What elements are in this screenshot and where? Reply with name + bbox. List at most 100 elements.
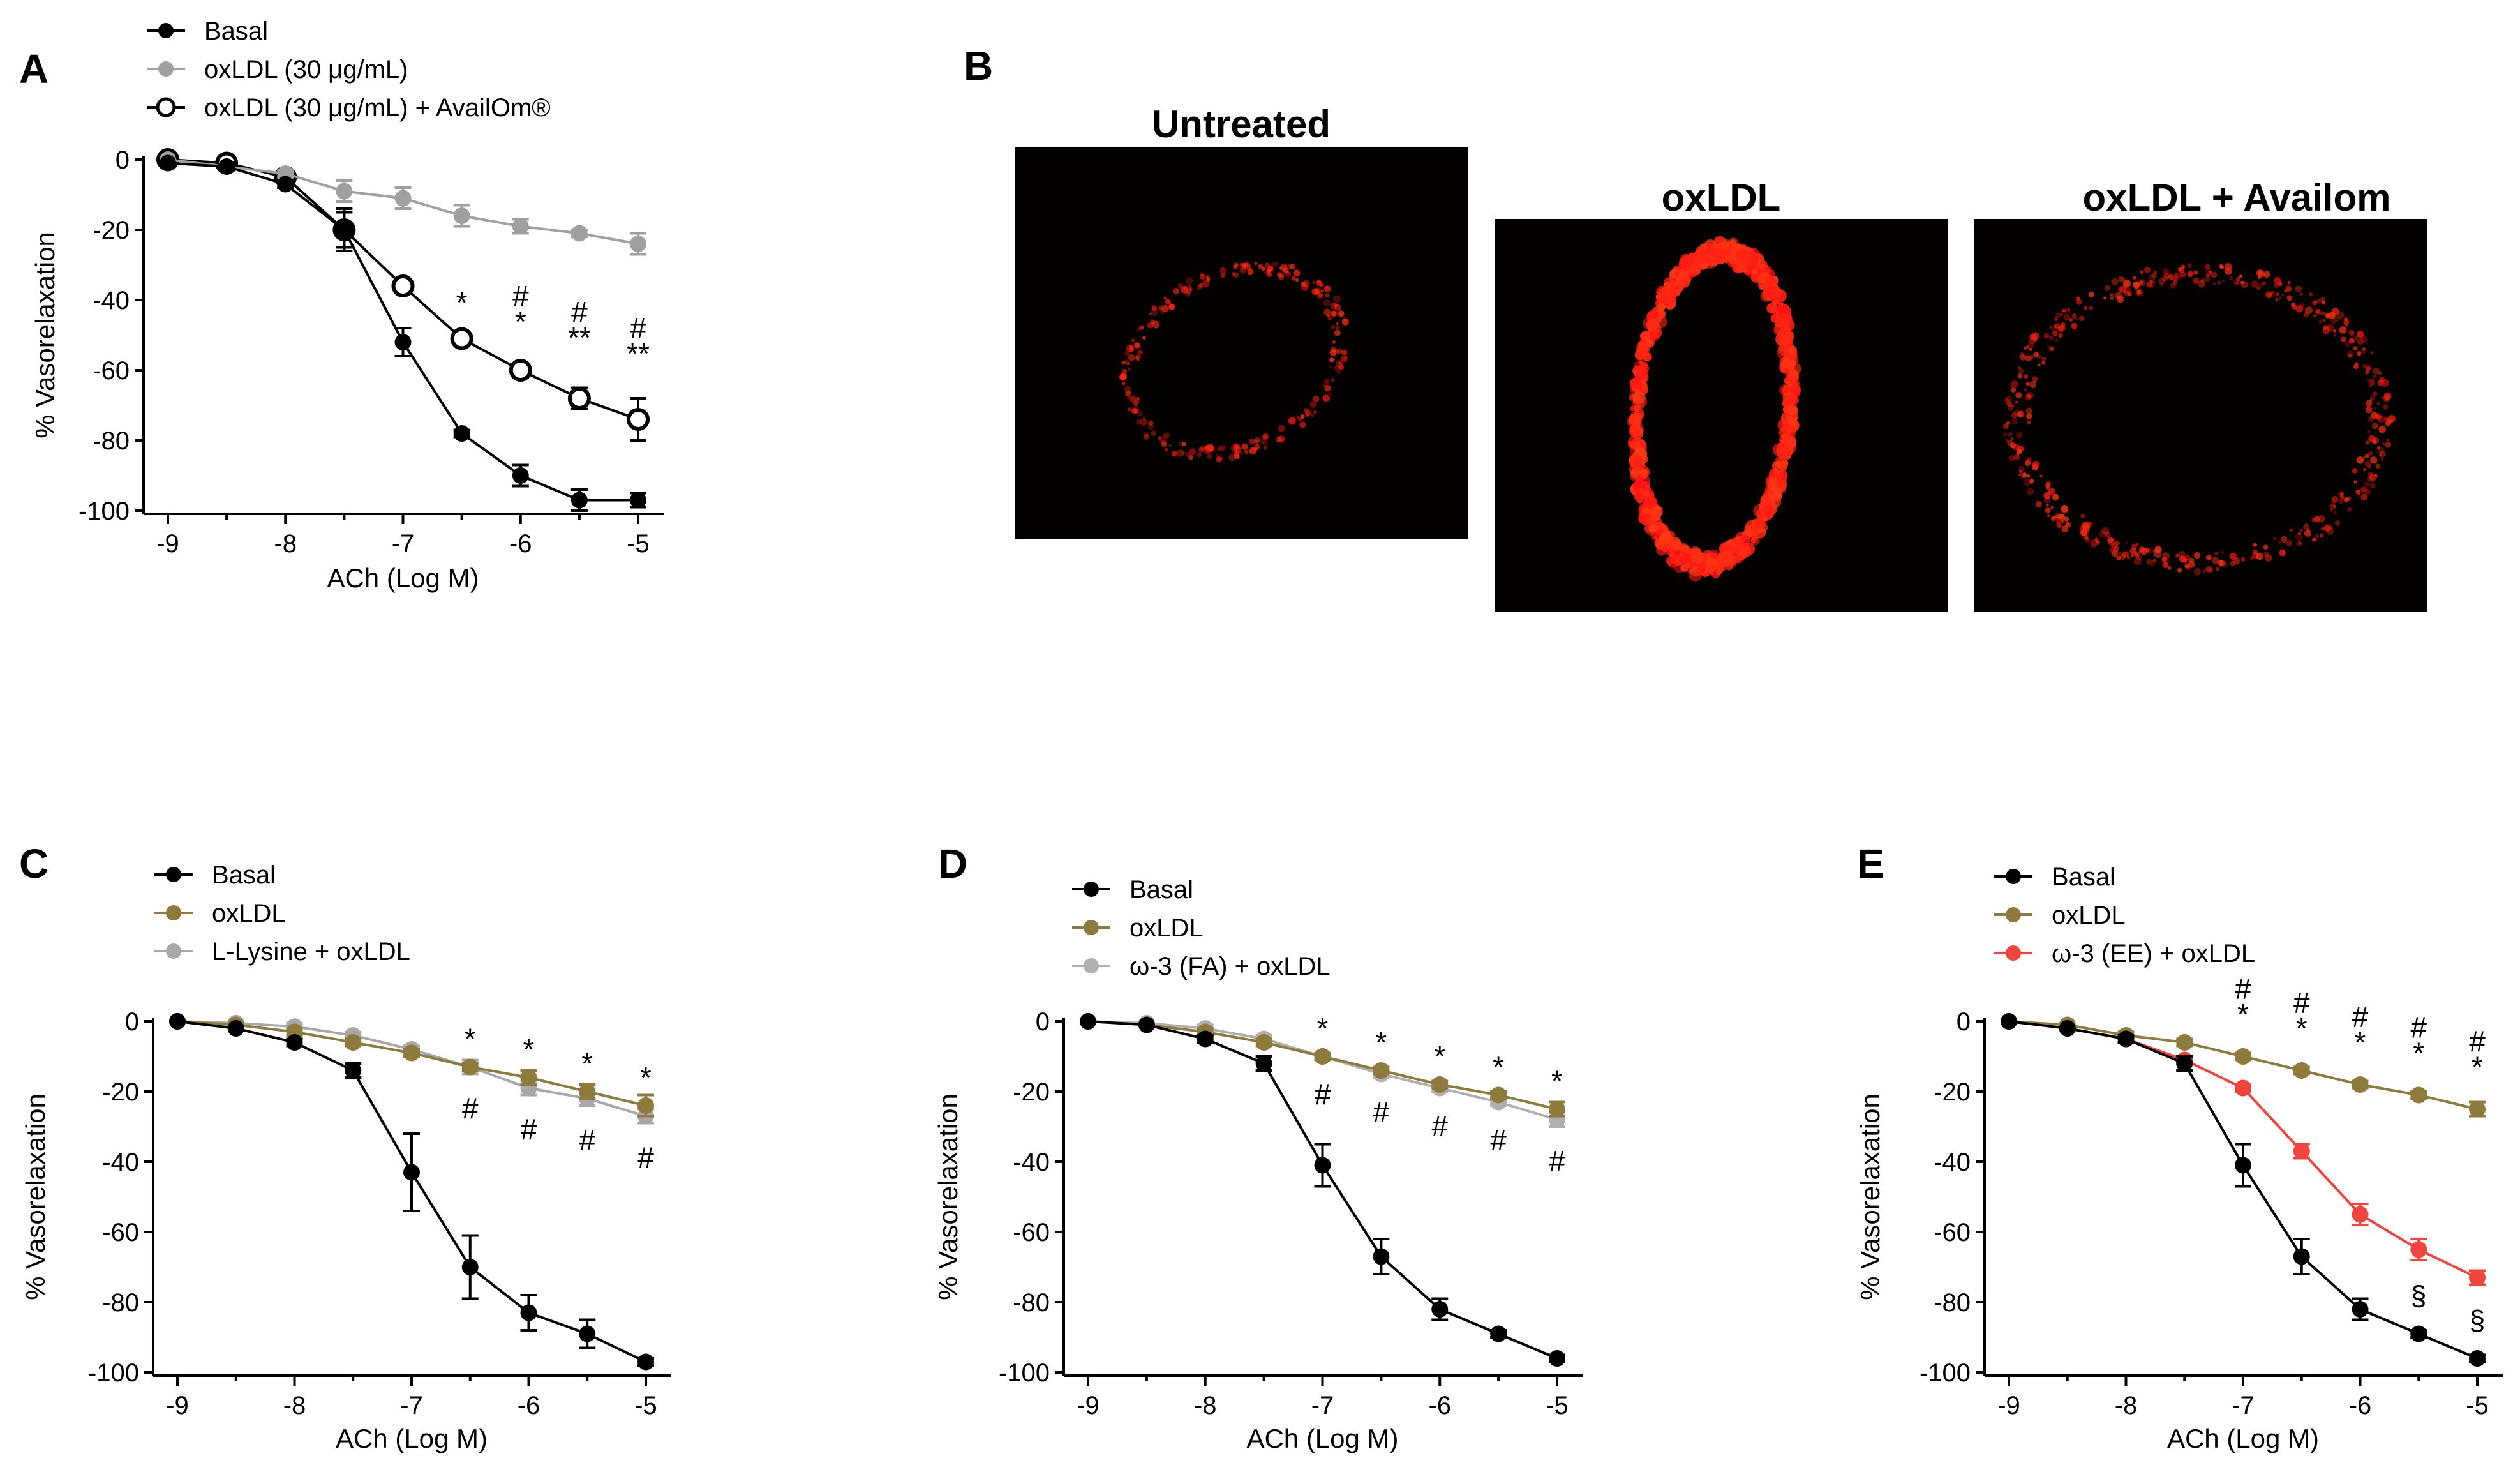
fluorescence-spot [1267,271,1272,277]
fluorescence-spot [1143,433,1149,440]
fluorescence-spot [2309,292,2313,296]
fluorescence-spot [2334,315,2341,322]
fluorescence-spot [2013,454,2020,461]
fluorescence-spot [2330,509,2333,512]
fluorescence-spot [2024,479,2031,486]
fluorescence-spot [2159,282,2164,287]
fluorescence-spot [2069,318,2073,322]
data-point [2235,1079,2251,1097]
fluorescence-spot [2104,285,2111,291]
fluorescence-spot [2029,347,2032,352]
x-axis-label: ACh (Log M) [336,1423,488,1453]
fluorescence-spot [2384,421,2390,427]
fluorescence-spot [1778,330,1784,337]
fluorescence-spot [2186,263,2192,269]
x-tick-label: -6 [518,1392,541,1420]
fluorescence-spot [2061,506,2069,513]
fluorescence-spot [2039,474,2043,478]
fluorescence-spot [2047,345,2050,348]
fluorescence-spot [1234,262,1239,267]
data-point [391,274,415,297]
y-axis-label: % Vasorelaxation [30,232,60,439]
fluorescence-spot [1253,439,1259,446]
fluorescence-spot [1770,282,1775,287]
fluorescence-spot [1706,564,1716,573]
fluorescence-spot [1228,453,1236,462]
fluorescence-spot [2168,274,2174,280]
fluorescence-spot [2380,396,2384,400]
significance-marker: * [581,1047,593,1080]
fluorescence-spot [2161,557,2168,562]
legend-label: oxLDL (30 μg/mL) [204,56,408,84]
fluorescence-spot [2353,346,2358,351]
fluorescence-spot [1779,474,1783,478]
fluorescence-spot [2287,281,2291,285]
fluorescence-spot [2090,539,2098,548]
fluorescence-spot [2019,354,2027,361]
fluorescence-spot [1147,322,1153,329]
fluorescence-spot [2027,394,2031,398]
fluorescence-spot [2122,551,2129,558]
data-point [630,236,646,252]
significance-marker: * [2296,1012,2308,1045]
fluorescence-spot [1325,286,1329,290]
fluorescence-spot [2355,489,2361,495]
fluorescence-spot [1325,293,1330,297]
fluorescence-spot [2364,488,2371,495]
fluorescence-spot [1771,490,1775,494]
fluorescence-spot [1128,367,1131,371]
fluorescence-spot [1142,417,1146,421]
x-tick-label: -9 [1997,1392,2020,1420]
fluorescence-spot [1343,316,1346,320]
fluorescence-spot [1204,446,1212,453]
fluorescence-spot [2306,528,2310,532]
fluorescence-spot [1681,262,1690,271]
fluorescence-spot [1330,310,1338,318]
fluorescence-spot [1301,281,1307,287]
fluorescence-spot [2174,273,2182,280]
data-point [627,408,650,431]
fluorescence-spot [2274,283,2279,288]
fluorescence-spot [2371,423,2378,430]
fluorescence-spot [2360,493,2368,501]
fluorescence-spot [2024,374,2029,379]
fluorescence-spot [2333,504,2336,508]
data-point [2176,1034,2193,1051]
fluorescence-spot [2017,410,2025,418]
fluorescence-spot [1130,396,1137,403]
fluorescence-spot [1334,364,1341,372]
fluorescence-spot [2026,420,2031,425]
fluorescence-spot [2055,519,2061,525]
fluorescence-spot [2071,313,2077,319]
fluorescence-spot [2045,482,2051,488]
fluorescence-spot [1630,377,1643,390]
x-tick-label: -6 [2349,1392,2372,1420]
legend-marker [2006,907,2021,922]
fluorescence-spot [1302,280,1310,288]
fluorescence-spot [1336,326,1340,330]
image-label-oxldl-availom: oxLDL + Availom [2083,176,2391,219]
significance-marker: # [571,296,588,329]
fluorescence-spot [1133,400,1139,407]
data-point [1490,1086,1507,1104]
fluorescence-spot [2334,520,2341,526]
y-tick-label: -20 [1934,1078,1971,1106]
fluorescence-spot [1305,412,1310,417]
fluorescence-spot [1220,445,1226,451]
fluorescence-spot [1757,520,1766,529]
fluorescence-spot [2121,276,2127,282]
fluorescence-spot [2330,319,2336,324]
data-point [2235,1048,2251,1065]
fluorescence-spot [2366,400,2373,407]
fluorescence-spot [2363,456,2366,459]
fluorescence-spot [1245,264,1252,271]
fluorescence-spot [1254,437,1261,444]
fluorescence-spot [2163,558,2170,564]
panel-a-chart: A 0 -20 -40 -60 -80 -100 -9 -8 -7 -6 -5 ACh (Log M)%… [19,17,664,593]
fluorescence-spot [2140,270,2144,274]
fluorescence-spot [2025,345,2030,349]
fluorescence-spot [1161,304,1169,313]
fluorescence-spot [1641,489,1651,499]
fluorescence-spot [1780,316,1791,327]
fluorescence-spot [1186,289,1191,295]
